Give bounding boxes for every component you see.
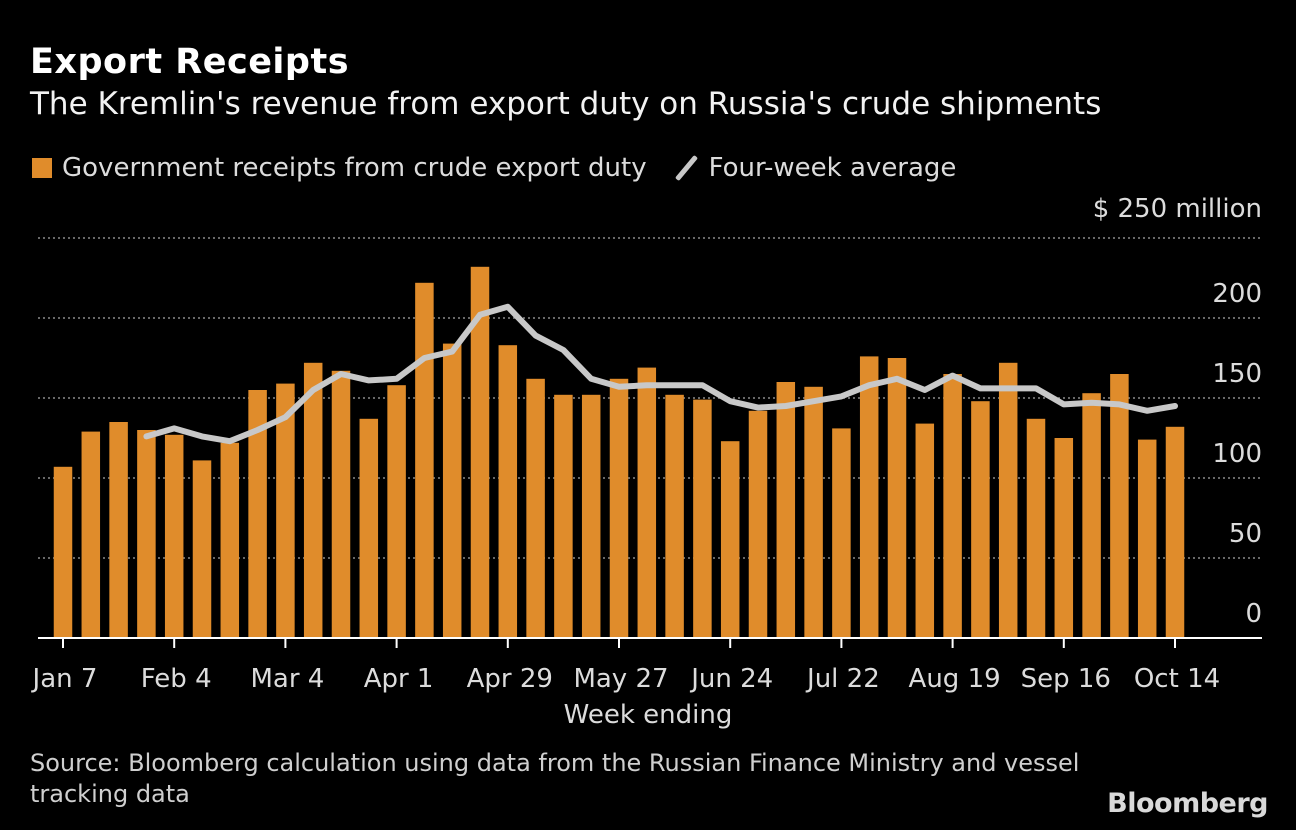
y-tick-label: 200 bbox=[1212, 279, 1262, 309]
bloomberg-logo: Bloomberg bbox=[1107, 788, 1268, 819]
x-tick-label: Apr 1 bbox=[364, 664, 434, 694]
x-tick-label: Aug 19 bbox=[909, 664, 1001, 694]
bar bbox=[331, 370, 351, 638]
bar bbox=[415, 282, 434, 638]
bar bbox=[442, 343, 462, 638]
bar bbox=[220, 442, 240, 638]
bar bbox=[748, 410, 768, 638]
bar bbox=[832, 428, 851, 638]
bar bbox=[276, 383, 295, 638]
legend: Government receipts from crude export du… bbox=[32, 152, 956, 184]
bar bbox=[915, 423, 935, 638]
x-tick-label: Oct 14 bbox=[1134, 664, 1220, 694]
x-tick-label: Sep 16 bbox=[1021, 664, 1111, 694]
bar bbox=[971, 401, 990, 638]
source-note: Source: Bloomberg calculation using data… bbox=[30, 749, 1080, 808]
y-tick-label: 150 bbox=[1212, 359, 1262, 389]
bar bbox=[109, 422, 128, 638]
bar bbox=[192, 460, 212, 638]
bar bbox=[943, 374, 962, 638]
bar bbox=[554, 394, 573, 638]
y-tick-label: 0 bbox=[1245, 599, 1262, 629]
chart-subtitle: The Kremlin's revenue from export duty o… bbox=[30, 86, 1102, 122]
bar bbox=[998, 362, 1018, 638]
x-axis-title: Week ending bbox=[563, 700, 733, 730]
x-tick-label: Jan 7 bbox=[31, 664, 98, 694]
bar bbox=[693, 399, 712, 638]
bar bbox=[1165, 426, 1185, 638]
bar bbox=[1110, 374, 1129, 638]
x-tick-label: Jul 22 bbox=[805, 664, 880, 694]
bar bbox=[1026, 418, 1046, 638]
x-tick-label: Mar 4 bbox=[250, 664, 324, 694]
bar bbox=[81, 431, 101, 638]
bar bbox=[776, 382, 796, 638]
bar bbox=[1137, 439, 1157, 638]
bar bbox=[581, 394, 601, 638]
bar bbox=[526, 378, 545, 638]
bar bbox=[470, 266, 490, 638]
bar bbox=[303, 362, 323, 638]
bar bbox=[887, 358, 907, 638]
legend-line-label: Four-week average bbox=[708, 153, 957, 183]
bar bbox=[387, 385, 406, 638]
bar bbox=[53, 466, 73, 638]
y-tick-label: 100 bbox=[1212, 439, 1262, 469]
legend-bar-swatch bbox=[32, 158, 52, 178]
bar bbox=[359, 418, 379, 638]
bar bbox=[665, 394, 684, 638]
x-tick-label: Feb 4 bbox=[141, 664, 212, 694]
axes: 0 50 100 150 200 Jan 7 Feb 4 Mar 4 Apr 1 Apr 29 Ma… bbox=[31, 279, 1262, 694]
chart-title: Export Receipts bbox=[30, 42, 350, 82]
bar bbox=[720, 441, 740, 638]
bar bbox=[804, 386, 823, 638]
y-unit-label: $ 250 million bbox=[1092, 194, 1262, 224]
average-line bbox=[143, 303, 1178, 445]
bar bbox=[137, 430, 156, 638]
x-tick-label: Apr 29 bbox=[467, 664, 553, 694]
legend-bar-label: Government receipts from crude export du… bbox=[62, 153, 647, 183]
bar-series bbox=[53, 266, 1185, 638]
x-tick-label: Jun 24 bbox=[689, 664, 773, 694]
y-tick-label: 50 bbox=[1229, 519, 1262, 549]
bar bbox=[859, 356, 879, 638]
bar bbox=[164, 434, 184, 638]
bar bbox=[609, 378, 629, 638]
bar bbox=[637, 367, 657, 638]
bar bbox=[1054, 438, 1074, 638]
bar bbox=[498, 345, 518, 638]
x-tick-label: May 27 bbox=[573, 664, 668, 694]
bar bbox=[248, 390, 267, 638]
average-line-series bbox=[143, 303, 1178, 445]
bar bbox=[1082, 393, 1101, 638]
